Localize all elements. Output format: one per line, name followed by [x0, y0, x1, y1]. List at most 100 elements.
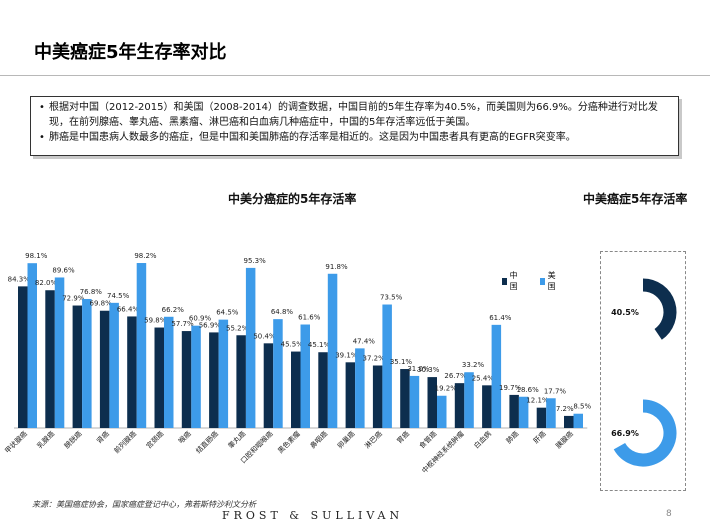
bar-china — [127, 316, 137, 428]
data-label: 45.5% — [281, 341, 304, 349]
data-label: 66.2% — [162, 306, 185, 314]
data-label: 84.3% — [8, 275, 31, 283]
data-label: 45.1% — [308, 341, 331, 349]
data-label: 60.9% — [189, 315, 212, 323]
data-label: 33.2% — [462, 361, 485, 369]
data-label: 95.3% — [244, 257, 267, 265]
legend-china-swatch — [502, 277, 507, 285]
bar-china — [181, 331, 192, 428]
bar-usa — [54, 277, 65, 428]
brand-footer: FROST & SULLIVAN — [222, 509, 404, 522]
data-label: 57.7% — [171, 320, 194, 328]
data-label: 56.9% — [199, 321, 222, 329]
bar-chart: 84.3%98.1%甲状腺癌82.0%89.6%乳腺癌72.9%76.8%膀胱癌… — [3, 252, 592, 475]
bar-china — [318, 352, 328, 428]
data-label: 30.3% — [417, 366, 440, 374]
page-title: 中美癌症5年生存率对比 — [34, 42, 227, 63]
bar-china — [236, 335, 246, 428]
bar-china — [209, 332, 219, 428]
bar-usa — [136, 263, 147, 428]
data-label: 47.4% — [353, 337, 376, 345]
data-label: 73.5% — [380, 294, 403, 302]
bullet-2: 肺癌是中国患病人数最多的癌症，但是中国和美国肺癌的存活率是相近的。这是因为中国患… — [39, 130, 670, 145]
bar-usa — [191, 325, 201, 428]
data-label: 91.8% — [325, 263, 348, 271]
data-label: 74.5% — [107, 292, 130, 300]
data-label: 61.4% — [489, 314, 512, 322]
bar-china — [372, 365, 383, 428]
donut-label: 66.9% — [611, 429, 639, 438]
bar-usa — [355, 348, 365, 428]
data-label: 19.7% — [499, 384, 522, 392]
title-rule — [0, 75, 710, 76]
bar-usa — [464, 372, 474, 428]
donut-box — [600, 251, 686, 491]
bar-china — [454, 383, 465, 428]
bar-usa — [518, 396, 529, 428]
bar-usa — [437, 395, 447, 428]
data-label: 61.6% — [298, 314, 321, 322]
bar-china — [564, 415, 574, 428]
bar-china — [45, 290, 55, 428]
data-label: 18.6% — [517, 386, 540, 394]
data-label: 98.1% — [25, 252, 48, 260]
bar-usa — [382, 304, 392, 428]
bar-china — [509, 394, 519, 428]
bar-usa — [546, 398, 556, 428]
bar-usa — [409, 375, 420, 428]
bar-china — [99, 310, 110, 428]
donut-chart-title: 中美癌症5年存活率 — [583, 192, 688, 206]
bar-china — [482, 385, 492, 428]
bar-usa — [109, 302, 119, 428]
bar-usa — [82, 298, 92, 428]
data-label: 19.2% — [435, 385, 458, 393]
donut-label: 40.5% — [611, 308, 639, 317]
legend-china: 中国 — [502, 270, 520, 292]
page-number: 8 — [666, 509, 672, 519]
legend-usa-swatch — [540, 277, 545, 285]
bar-usa — [573, 413, 583, 428]
bar-china — [345, 362, 356, 428]
data-label: 64.5% — [216, 309, 239, 317]
data-label: 66.4% — [117, 305, 140, 313]
bar-china — [427, 377, 437, 428]
source-note: 来源：美国癌症协会，国家癌症登记中心，弗若斯特沙利文分析 — [32, 500, 256, 509]
data-label: 26.7% — [444, 372, 467, 380]
bar-china — [72, 305, 83, 428]
data-label: 82.0% — [35, 279, 58, 287]
data-label: 64.8% — [271, 308, 294, 316]
data-label: 25.4% — [472, 374, 495, 382]
bar-china — [263, 343, 274, 428]
bar-usa — [300, 324, 310, 428]
bullet-box: 根据对中国（2012-2015）和美国（2008-2014）的调查数据，中国目前… — [30, 96, 679, 156]
donut-arc-china — [642, 278, 677, 340]
bar-usa — [273, 319, 283, 428]
bar-china — [400, 369, 410, 428]
data-label: 69.8% — [90, 300, 113, 308]
bar-china — [536, 407, 547, 428]
data-label: 35.1% — [390, 358, 413, 366]
data-label: 8.5% — [573, 403, 591, 411]
bar-china — [291, 351, 301, 428]
legend-china-label: 中国 — [509, 271, 518, 291]
legend-usa-label: 美国 — [547, 271, 556, 291]
bar-chart-title: 中美分癌症的5年存活率 — [228, 192, 357, 206]
data-label: 31.0% — [407, 365, 430, 373]
donut-arc-usa — [613, 399, 677, 467]
data-label: 55.2% — [226, 324, 249, 332]
bar-usa — [491, 324, 502, 428]
bar-china — [18, 286, 28, 428]
data-label: 89.6% — [52, 266, 75, 274]
data-label: 39.1% — [335, 351, 358, 359]
bar-usa — [245, 267, 256, 428]
data-label: 72.9% — [62, 295, 85, 303]
data-label: 59.8% — [144, 317, 167, 325]
bullet-1: 根据对中国（2012-2015）和美国（2008-2014）的调查数据，中国目前… — [39, 100, 670, 130]
data-label: 98.2% — [134, 252, 157, 260]
bar-usa — [27, 263, 37, 428]
bar-usa — [327, 273, 338, 428]
legend-usa: 美国 — [540, 270, 558, 292]
bar-usa — [164, 316, 174, 428]
data-label: 76.8% — [80, 288, 103, 296]
